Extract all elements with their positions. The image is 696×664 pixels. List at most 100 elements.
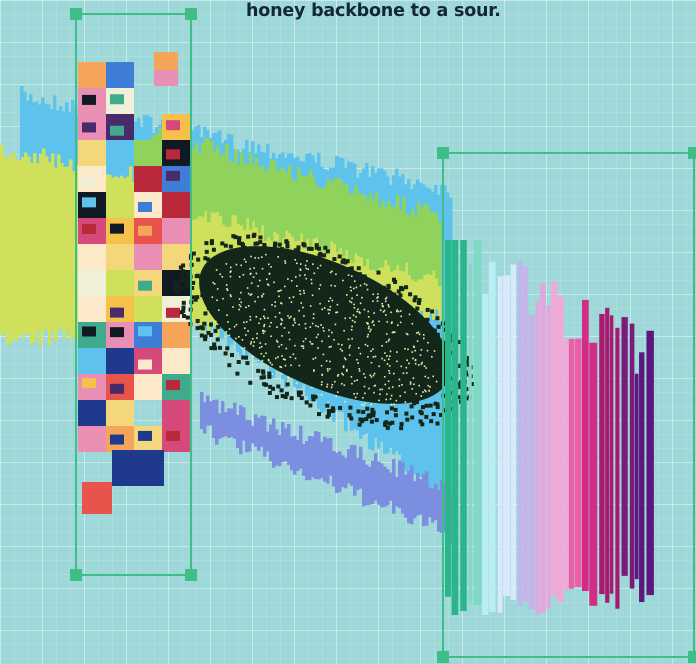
core-speckle (396, 351, 398, 353)
resize-handle[interactable] (70, 569, 82, 581)
core-speckle (412, 357, 414, 360)
core-speckle (372, 300, 374, 303)
core-speckle (256, 337, 258, 339)
core-speckle (363, 385, 366, 388)
core-speckle (367, 327, 370, 330)
scatter-strip-periwinkle (428, 487, 432, 518)
core-speckle (382, 305, 384, 308)
core-speckle (442, 340, 447, 345)
core-speckle (280, 344, 283, 346)
core-speckle (367, 333, 369, 336)
core-speckle (337, 373, 340, 376)
resize-handle[interactable] (70, 8, 82, 20)
core-speckle (216, 288, 219, 290)
core-speckle (356, 392, 359, 395)
core-speckle (404, 285, 409, 290)
core-speckle (226, 314, 228, 316)
core-speckle (258, 322, 260, 325)
selection-frames[interactable] (70, 8, 696, 663)
core-speckle (287, 315, 289, 317)
core-speckle (294, 357, 297, 360)
core-speckle (257, 296, 259, 298)
scatter-strip-yellow (195, 177, 199, 323)
core-speckle (285, 347, 288, 350)
resize-handle[interactable] (437, 147, 449, 159)
core-speckle (206, 306, 211, 311)
core-speckle (329, 305, 332, 308)
core-speckle (298, 390, 303, 395)
core-speckle (412, 298, 417, 303)
core-speckle (322, 353, 325, 356)
core-speckle (280, 323, 282, 326)
core-speckle (456, 363, 461, 368)
resize-handle[interactable] (688, 651, 696, 663)
scatter-strip-periwinkle (269, 424, 273, 462)
scatter-strip-yellow (357, 210, 361, 319)
scatter-strip-periwinkle (386, 469, 390, 506)
scatter-strip-green (228, 160, 232, 227)
core-speckle (353, 380, 356, 382)
histogram-bar (473, 240, 482, 605)
core-speckle (183, 278, 188, 283)
selection-frame-right-border (442, 152, 695, 658)
core-speckle (424, 403, 429, 408)
resize-handle[interactable] (688, 147, 696, 159)
core-speckle (412, 345, 415, 348)
core-speckle (316, 246, 321, 251)
core-speckle (314, 245, 319, 250)
core-speckle (235, 263, 238, 266)
mosaic-tile (134, 140, 162, 166)
scatter-strip-yellow (33, 153, 37, 342)
core-speckle (309, 326, 312, 328)
resize-handle[interactable] (437, 651, 449, 663)
core-speckle (329, 271, 332, 274)
core-speckle (209, 346, 214, 351)
core-speckle (280, 289, 282, 292)
core-speckle (245, 260, 247, 263)
core-speckle (296, 285, 298, 287)
scatter-strip-green (345, 183, 349, 251)
core-speckle (250, 293, 253, 295)
core-speckle (248, 380, 253, 385)
core-speckle (425, 307, 430, 312)
scatter-strip-green (351, 193, 355, 263)
scatter-strip-periwinkle (254, 414, 258, 447)
scatter-strip-yellow (369, 220, 373, 327)
core-speckle (297, 393, 302, 398)
core-speckle (397, 324, 399, 327)
selection-frame-left[interactable] (70, 8, 197, 581)
scatter-strip-green (336, 177, 340, 253)
selection-frame-right[interactable] (437, 147, 696, 663)
core-speckle (391, 386, 394, 388)
core-speckle (284, 358, 286, 361)
scatter-strip-green (270, 159, 274, 241)
core-speckle (238, 275, 241, 278)
core-speckle (309, 305, 312, 307)
histogram-bar (634, 373, 639, 580)
core-speckle (433, 341, 438, 346)
core-speckle (383, 421, 388, 426)
core-speckle (225, 284, 228, 286)
resize-handle[interactable] (185, 8, 197, 20)
core-speckle (294, 321, 296, 324)
scatter-strip-yellow (432, 230, 436, 320)
core-speckle (304, 264, 307, 267)
core-speckle (261, 294, 263, 297)
core-speckle (204, 266, 209, 271)
scatter-strip-periwinkle (287, 424, 291, 465)
scatter-strip-yellow (372, 216, 376, 329)
core-speckle (413, 346, 415, 349)
core-speckle (204, 241, 209, 246)
core-speckle (247, 292, 250, 295)
core-speckle (290, 315, 292, 318)
histogram-bar (605, 307, 610, 603)
resize-handle[interactable] (185, 569, 197, 581)
core-speckle (203, 334, 208, 339)
scatter-strip-yellow (6, 158, 10, 346)
mosaic-tile (82, 223, 96, 234)
core-speckle (308, 403, 313, 408)
core-speckle (236, 360, 241, 365)
core-speckle (318, 287, 321, 290)
core-speckle (420, 405, 425, 410)
core-speckle (431, 412, 436, 417)
